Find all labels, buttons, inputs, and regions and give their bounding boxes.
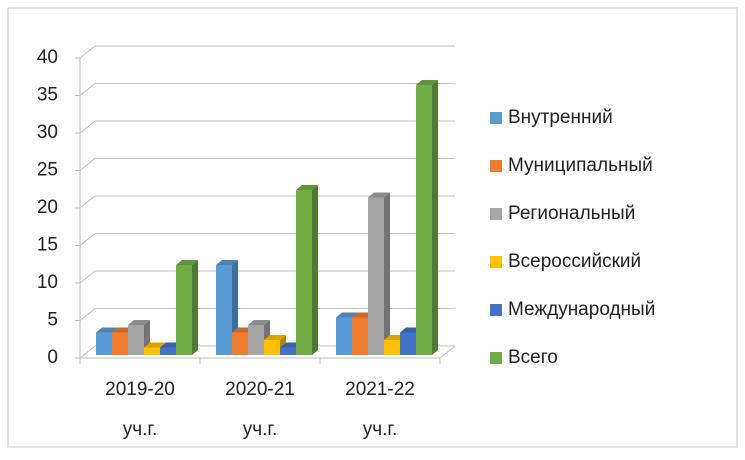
bar-side xyxy=(384,192,390,355)
grid-line-side xyxy=(79,45,96,59)
bar xyxy=(384,340,400,355)
bar xyxy=(336,317,352,355)
bar xyxy=(400,332,416,355)
bar-top xyxy=(144,342,166,348)
bar xyxy=(144,347,160,355)
legend-swatch xyxy=(490,208,502,220)
bar-top xyxy=(216,260,238,265)
grid-line-side xyxy=(79,195,96,209)
bar-top xyxy=(416,80,438,85)
grid-line-side xyxy=(79,158,96,171)
legend-label: Муниципальный xyxy=(508,155,653,176)
legend-label: Региональный xyxy=(508,203,635,224)
bar xyxy=(232,332,248,355)
y-tick-label: 30 xyxy=(37,122,58,143)
bar xyxy=(248,325,264,355)
bar-top xyxy=(176,260,198,265)
x-tick-label-box: 2021-22 уч.г. xyxy=(345,379,415,440)
legend-swatch xyxy=(490,352,502,364)
x-tick-label: 2020-21 уч.г. xyxy=(225,379,295,440)
bar-side xyxy=(192,260,198,355)
bar-top xyxy=(368,192,390,198)
grid-line-side xyxy=(79,83,96,96)
bar xyxy=(416,85,432,355)
bar xyxy=(112,332,128,355)
legend-label: Всероссийский xyxy=(508,251,641,272)
x-tick-label: 2019-20 уч.г. xyxy=(105,379,175,440)
bar xyxy=(296,190,312,355)
y-tick-label: 15 xyxy=(37,235,58,256)
x-tick-label-box: 2020-21 уч.г. xyxy=(225,379,295,440)
x-tick-label: 2021-22 уч.г. xyxy=(345,379,415,440)
bar-top xyxy=(296,185,318,190)
grid-line-side xyxy=(79,120,96,134)
bar-top xyxy=(96,327,118,333)
bar xyxy=(280,347,296,355)
bar xyxy=(352,317,368,355)
floor-right xyxy=(439,345,456,359)
bar xyxy=(160,347,176,355)
legend-label: Международный xyxy=(508,299,655,320)
y-tick-label: 10 xyxy=(37,272,58,293)
y-tick-label: 0 xyxy=(47,347,58,368)
y-tick-label: 5 xyxy=(47,310,58,331)
grid-line-side xyxy=(79,233,96,246)
bar xyxy=(216,265,232,355)
bar xyxy=(176,265,192,355)
legend-swatch xyxy=(490,304,502,316)
legend-swatch xyxy=(490,160,502,172)
y-tick-label: 35 xyxy=(37,85,58,106)
x-tick-label-box: 2019-20 уч.г. xyxy=(105,379,175,440)
y-tick-label: 25 xyxy=(37,160,58,181)
bar xyxy=(264,340,280,355)
grid-line-side xyxy=(79,308,96,321)
legend-swatch xyxy=(490,112,502,124)
grid-line-side xyxy=(79,270,96,284)
y-tick-label: 40 xyxy=(37,47,58,68)
bar xyxy=(368,197,384,355)
bar-side xyxy=(432,80,438,355)
bar-top xyxy=(336,312,358,318)
legend-swatch xyxy=(490,256,502,268)
bar-top xyxy=(128,320,150,325)
grid-line-side xyxy=(79,345,96,359)
legend-label: Всего xyxy=(508,347,558,368)
bar xyxy=(128,325,144,355)
y-tick-label: 20 xyxy=(37,197,58,218)
bar-side xyxy=(312,185,318,355)
legend-label: Внутренний xyxy=(508,107,613,128)
bar-top xyxy=(264,335,286,340)
bar xyxy=(96,332,112,355)
bar-top xyxy=(248,320,270,325)
